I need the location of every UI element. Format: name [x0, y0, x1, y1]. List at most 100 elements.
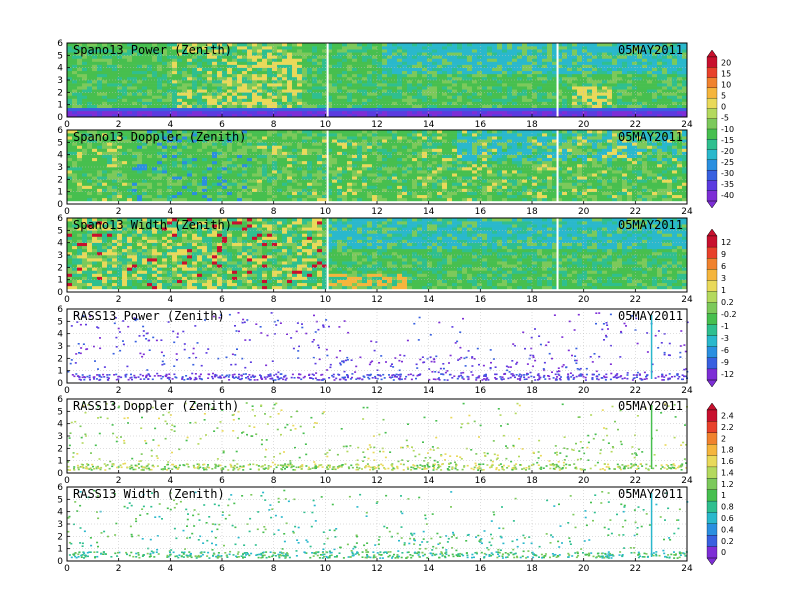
panel-title: RASS13 Doppler (Zenith) — [73, 399, 239, 413]
x-tick-label: 4 — [167, 207, 173, 217]
colorbar-label: 1 — [721, 286, 726, 295]
x-tick-label: 14 — [423, 207, 435, 217]
x-tick-label: 10 — [320, 476, 332, 486]
colorbar-swatch — [706, 346, 718, 359]
colorbar-swatch — [706, 67, 718, 78]
x-tick-label: 4 — [167, 386, 173, 396]
colorbar-swatch — [706, 421, 718, 434]
x-tick-label: 0 — [64, 476, 70, 486]
colorbar-label: -6 — [721, 346, 729, 355]
colorbar-swatch — [706, 368, 718, 381]
colorbar-label: 1.8 — [721, 446, 734, 455]
colorbar-swatch — [706, 56, 718, 68]
y-tick-label: 0 — [57, 200, 63, 210]
x-tick-label: 6 — [219, 564, 225, 574]
colorbar-swatch — [706, 128, 718, 140]
x-tick-label: 20 — [578, 564, 590, 574]
colorbar-swatch — [706, 523, 718, 536]
panel-date: 05MAY2011 — [618, 43, 683, 57]
y-tick-label: 3 — [57, 251, 63, 261]
colorbar-label: 0 — [721, 103, 726, 112]
x-tick-label: 16 — [475, 120, 487, 130]
colorbar-label: 20 — [721, 58, 731, 67]
y-tick-label: 5 — [57, 407, 63, 417]
colorbar-label: -40 — [721, 191, 734, 200]
y-tick-label: 0 — [57, 288, 63, 298]
x-tick-label: 4 — [167, 564, 173, 574]
x-tick-label: 14 — [423, 386, 435, 396]
colorbar-label: 0.2 — [721, 298, 734, 307]
y-tick-label: 2 — [57, 354, 63, 364]
colorbar-swatch — [706, 500, 718, 513]
x-tick-label: 14 — [423, 295, 435, 305]
colorbar-swatch — [706, 246, 718, 259]
x-tick-label: 16 — [475, 207, 487, 217]
x-tick-label: 12 — [371, 476, 382, 486]
colorbar-label: -5 — [721, 114, 729, 123]
colorbar: 2.4 2.2 2 1.8 1.6 1.4 1.2 1 0.8 0.6 0.4 0.2 0 — [706, 402, 734, 566]
heatmap-texture — [67, 43, 688, 118]
colorbar: 12 9 6 3 1 0.2 -0.2 -1 -3 -6 -9 -12 — [706, 228, 737, 388]
y-tick-label: 0 — [57, 469, 63, 479]
y-tick-label: 1 — [57, 457, 63, 467]
x-tick-label: 12 — [371, 564, 382, 574]
colorbar-label: 0.8 — [721, 503, 734, 512]
x-tick-label: 12 — [371, 295, 382, 305]
heatmap-texture — [67, 130, 688, 205]
y-tick-label: 6 — [57, 126, 63, 136]
colorbar-label: -12 — [721, 370, 734, 379]
y-tick-label: 2 — [57, 175, 63, 185]
colorbar-swatch — [706, 466, 718, 479]
colorbar-swatch — [706, 77, 718, 89]
x-tick-label: 14 — [423, 564, 435, 574]
colorbar-label: -25 — [721, 158, 734, 167]
x-tick-label: 0 — [64, 120, 70, 130]
x-tick-label: 10 — [320, 295, 332, 305]
panel-title: Spano13 Doppler (Zenith) — [73, 130, 246, 144]
y-tick-label: 0 — [57, 557, 63, 567]
x-tick-label: 20 — [578, 295, 590, 305]
x-tick-label: 2 — [116, 386, 122, 396]
x-tick-label: 6 — [219, 120, 225, 130]
x-tick-label: 24 — [681, 295, 693, 305]
scatter-dots — [67, 402, 688, 471]
x-tick-label: 18 — [526, 207, 538, 217]
colorbar-label: -10 — [721, 125, 734, 134]
colorbar-swatch — [706, 97, 718, 109]
x-tick-label: 12 — [371, 120, 382, 130]
y-tick-label: 5 — [57, 226, 63, 236]
x-tick-label: 14 — [423, 120, 435, 130]
y-tick-label: 6 — [57, 214, 63, 224]
x-tick-label: 22 — [630, 207, 641, 217]
x-tick-label: 24 — [681, 564, 693, 574]
x-tick-label: 2 — [116, 564, 122, 574]
x-tick-label: 22 — [630, 564, 641, 574]
x-tick-label: 20 — [578, 386, 590, 396]
x-tick-label: 14 — [423, 476, 435, 486]
x-tick-label: 0 — [64, 564, 70, 574]
y-tick-label: 6 — [57, 483, 63, 493]
y-tick-label: 2 — [57, 263, 63, 273]
x-tick-label: 24 — [681, 207, 693, 217]
colorbar-label: 3 — [721, 274, 726, 283]
panel-title: RASS13 Width (Zenith) — [73, 487, 225, 501]
x-tick-label: 12 — [371, 207, 382, 217]
x-tick-label: 8 — [271, 386, 277, 396]
x-tick-label: 8 — [271, 564, 277, 574]
colorbar-swatch — [706, 180, 718, 192]
y-tick-label: 2 — [57, 444, 63, 454]
y-tick-label: 3 — [57, 432, 63, 442]
colorbar-label: 0 — [721, 548, 726, 557]
panel-date: 05MAY2011 — [618, 130, 683, 144]
x-tick-label: 10 — [320, 386, 332, 396]
y-tick-label: 5 — [57, 138, 63, 148]
y-tick-label: 2 — [57, 532, 63, 542]
colorbar-swatch — [706, 357, 718, 370]
x-tick-label: 6 — [219, 386, 225, 396]
x-tick-label: 0 — [64, 207, 70, 217]
